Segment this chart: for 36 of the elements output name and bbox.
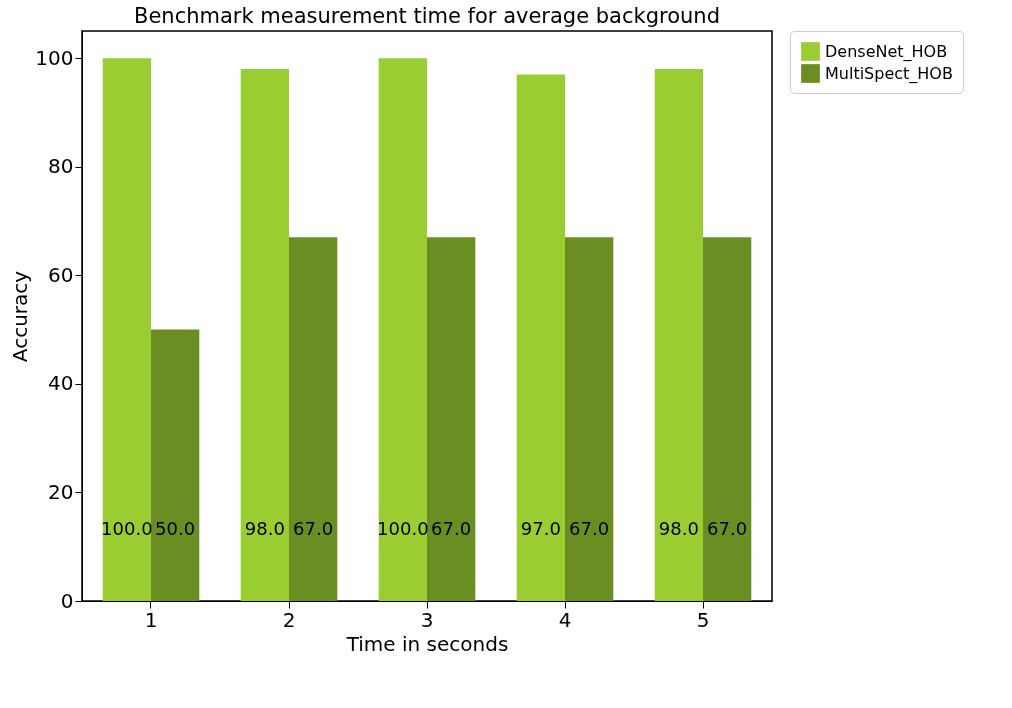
y-tick-label: 100 [35,45,74,70]
y-tick-label: 60 [48,262,74,287]
data-label: 98.0 [658,518,699,540]
data-label: 97.0 [520,518,561,540]
chart-title: Benchmark measurement time for average background [134,3,720,28]
y-tick-label: 80 [48,154,74,179]
bar [654,69,703,601]
data-label: 100.0 [377,518,429,540]
x-axis-title: Time in seconds [345,631,509,656]
bar [151,329,200,601]
data-label: 67.0 [707,518,748,540]
bar [565,237,614,601]
bar [240,69,289,601]
data-label: 67.0 [293,518,334,540]
y-tick-label: 20 [48,479,74,504]
data-label: 50.0 [155,518,196,540]
x-tick-label: 5 [696,607,710,632]
data-label: 67.0 [569,518,610,540]
x-tick-label: 3 [420,607,434,632]
bar [427,237,476,601]
data-label: 100.0 [101,518,153,540]
x-tick-label: 1 [144,607,158,632]
bar [516,74,565,601]
bar [102,58,151,601]
y-tick-label: 0 [60,588,74,613]
x-tick-label: 4 [558,607,572,632]
bar [378,58,427,601]
y-axis-title: Accuracy [8,270,33,363]
data-label: 67.0 [431,518,472,540]
bar [703,237,752,601]
legend-label: MultiSpect_HOB [825,63,953,84]
x-tick-label: 2 [282,607,296,632]
y-tick-label: 40 [48,371,74,396]
legend-label: DenseNet_HOB [825,41,948,62]
data-label: 98.0 [244,518,285,540]
bar [289,237,338,601]
